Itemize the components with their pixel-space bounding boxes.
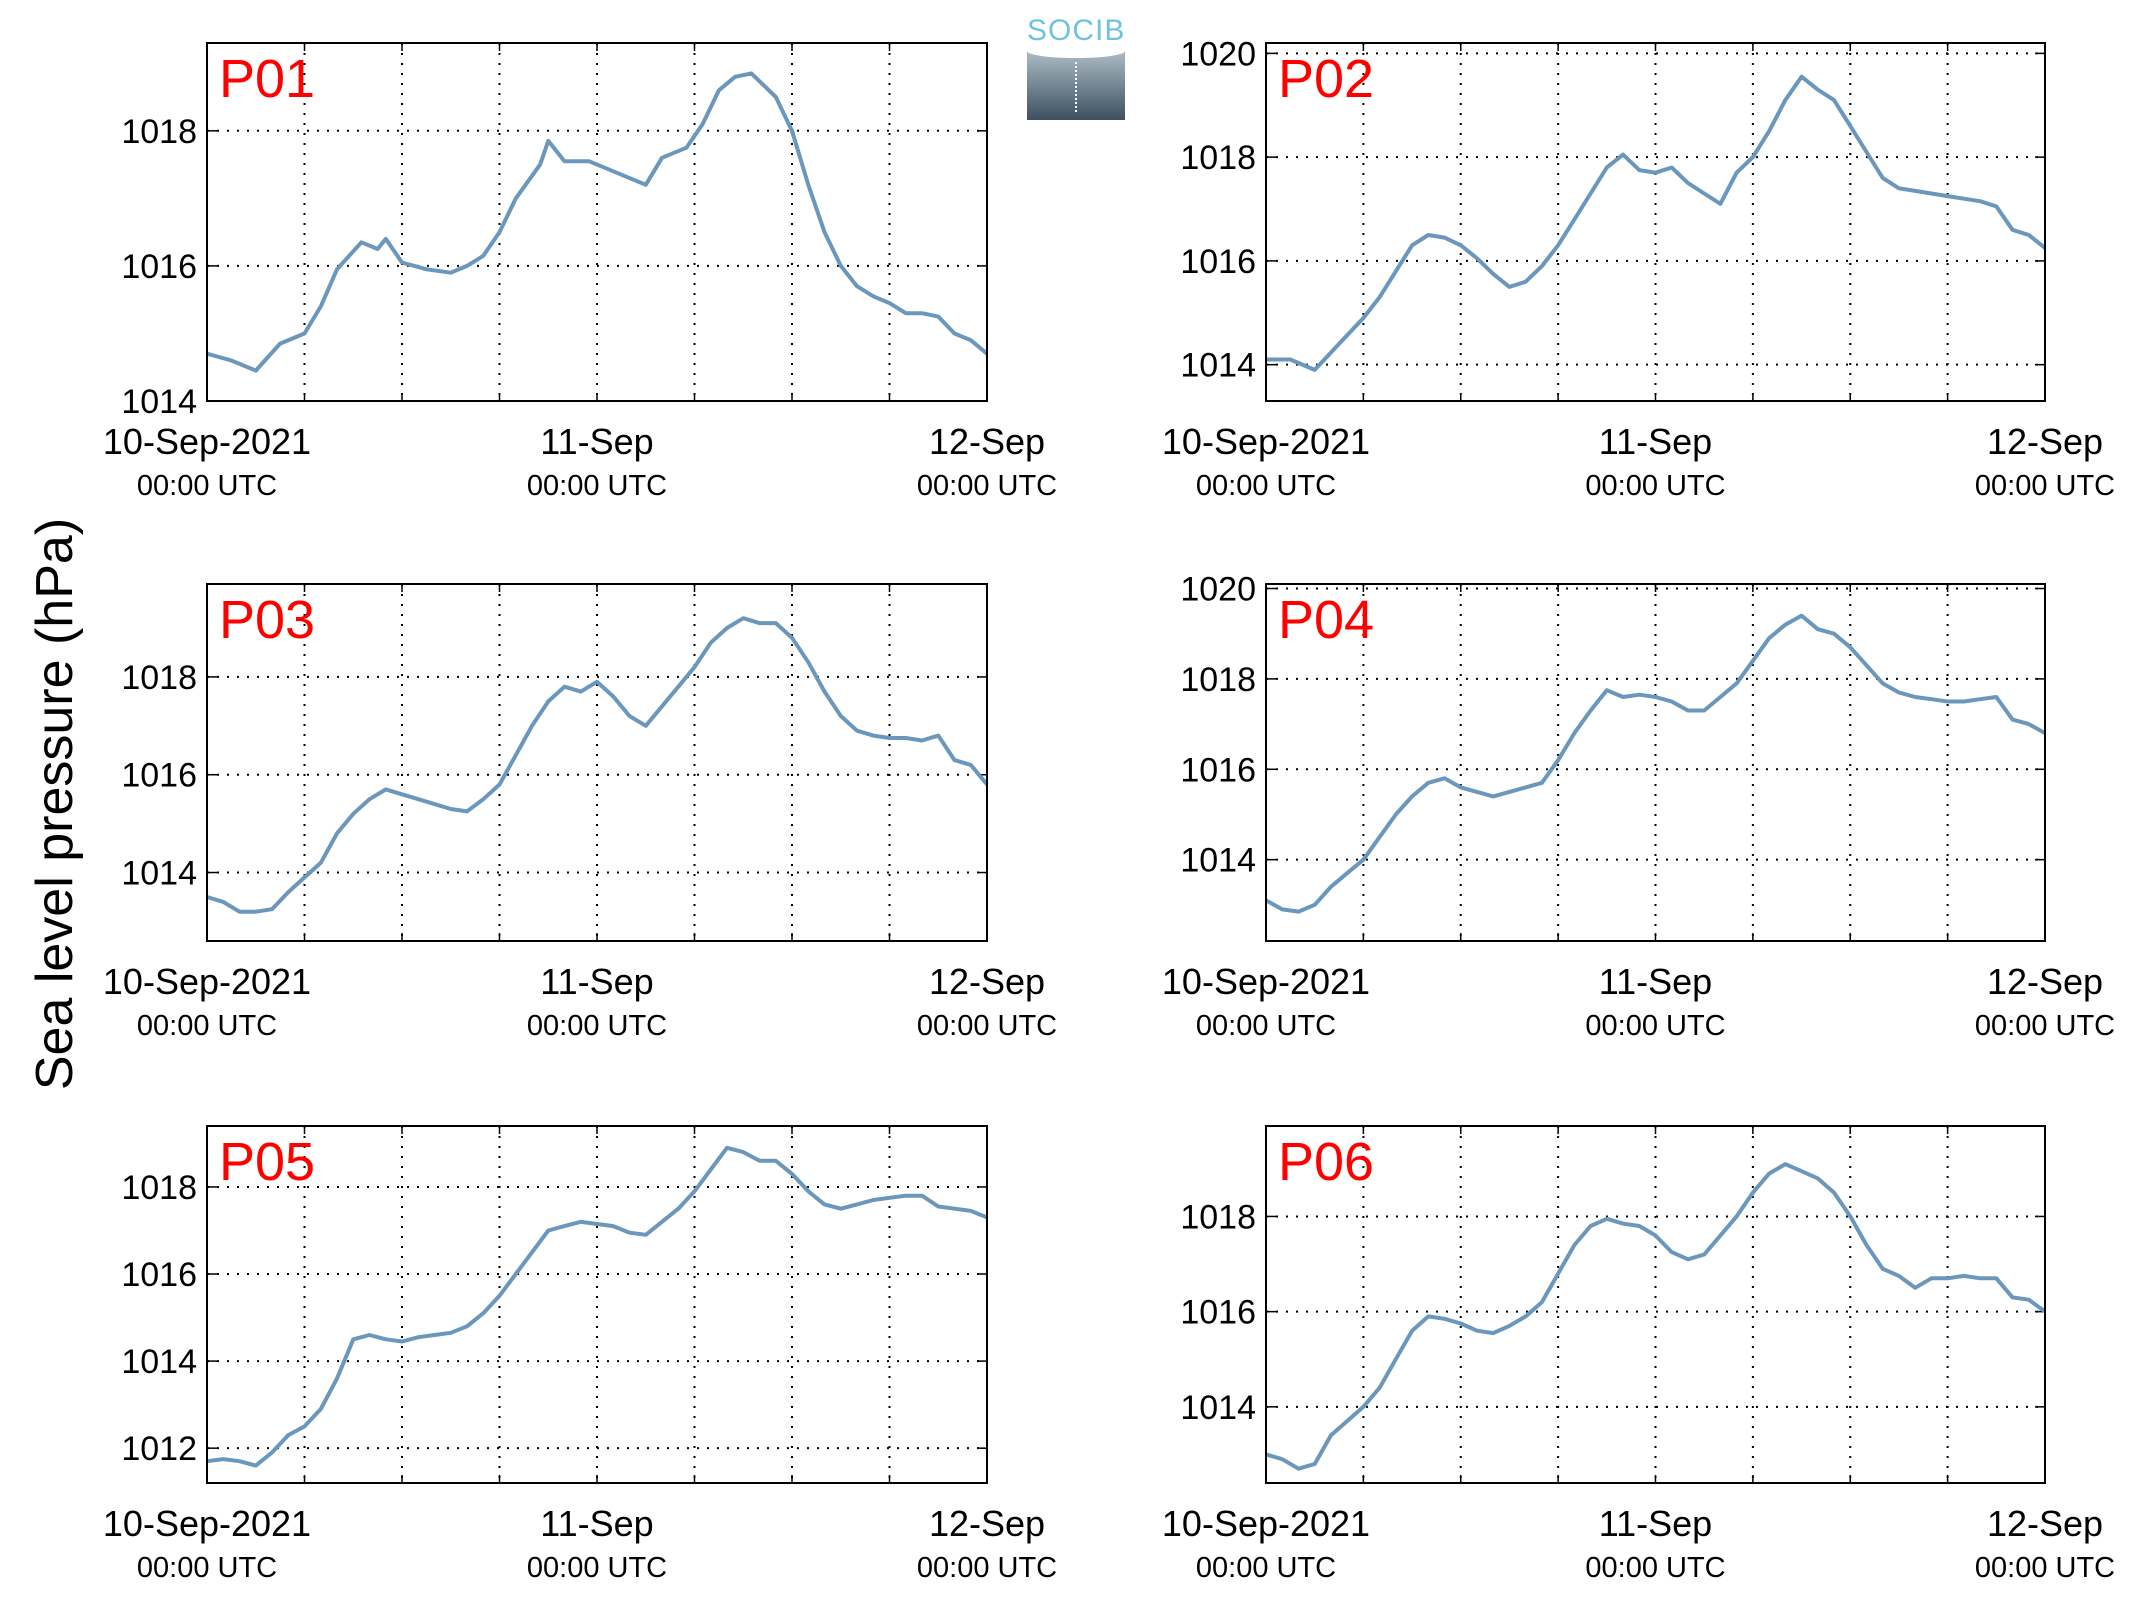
x-tick-sublabel: 00:00 UTC — [137, 1552, 277, 1584]
series-line — [1265, 613, 2046, 914]
x-tick-sublabel: 00:00 UTC — [1975, 470, 2115, 502]
x-tick-label: 11-Sep — [540, 961, 653, 1002]
panel-p06: 1014 1016 1018 10-Sep-2021 00:00 UTC 11-Sep 00… — [1162, 1125, 2115, 1584]
x-tick-sublabel: 00:00 UTC — [1196, 1010, 1336, 1042]
x-tick-sublabel: 00:00 UTC — [1585, 1552, 1725, 1584]
y-tick-label: 1018 — [1180, 661, 1256, 699]
x-tick-sublabel: 00:00 UTC — [917, 1010, 1057, 1042]
series-line — [206, 616, 989, 914]
x-tick-sublabel: 00:00 UTC — [527, 1552, 667, 1584]
x-tick-label: 11-Sep — [1599, 421, 1712, 462]
y-tick-label: 1020 — [1180, 571, 1256, 609]
axes-frame — [206, 583, 988, 942]
axes-frame — [206, 1125, 988, 1484]
x-tick-sublabel: 00:00 UTC — [1196, 1552, 1336, 1584]
x-tick-sublabel: 00:00 UTC — [527, 470, 667, 502]
y-tick-label: 1018 — [1180, 1198, 1256, 1236]
axes-frame — [1265, 42, 2046, 402]
y-tick-label: 1014 — [1180, 842, 1256, 880]
socib-logo: SOCIB — [1027, 14, 1125, 120]
y-tick-label: 1014 — [121, 1343, 197, 1381]
y-tick-label: 1016 — [1180, 751, 1256, 789]
y-tick-label: 1012 — [121, 1430, 197, 1468]
series-line — [206, 71, 989, 373]
y-tick-label: 1016 — [121, 248, 197, 286]
y-tick-label: 1018 — [121, 113, 197, 151]
panel-label: P04 — [1278, 590, 1374, 650]
x-tick-sublabel: 00:00 UTC — [1585, 1010, 1725, 1042]
panel-p02: 1014 1016 1018 1020 10-Sep-2021 00:00 UTC 11-S… — [1162, 35, 2115, 502]
x-tick-label: 11-Sep — [540, 1503, 653, 1544]
panel-label: P03 — [219, 590, 315, 650]
panel-p05: 1012 1014 1016 1018 10-Sep-2021 00:00 UTC 11-S… — [103, 1125, 1057, 1584]
y-tick-label: 1014 — [121, 855, 197, 893]
x-tick-sublabel: 00:00 UTC — [137, 1010, 277, 1042]
y-tick-label: 1018 — [1180, 139, 1256, 177]
series-line — [206, 1145, 988, 1468]
x-tick-label: 12-Sep — [1987, 421, 2103, 462]
panel-label: P02 — [1278, 49, 1374, 109]
panel-p01: 1014 1016 1018 10-Sep-2021 00:00 UTC 11-Sep 00… — [103, 42, 1057, 502]
y-tick-label: 1016 — [1180, 1294, 1256, 1332]
panel-label: P05 — [219, 1132, 315, 1192]
series-line — [1266, 74, 2047, 372]
x-tick-sublabel: 00:00 UTC — [527, 1010, 667, 1042]
axes-frame — [1265, 583, 2046, 942]
axes-frame — [1265, 1125, 2046, 1484]
x-tick-label: 11-Sep — [540, 421, 653, 462]
x-tick-label: 12-Sep — [929, 1503, 1045, 1544]
x-tick-label: 10-Sep-2021 — [1162, 961, 1370, 1002]
y-tick-label: 1016 — [1180, 243, 1256, 281]
y-tick-label: 1014 — [121, 383, 197, 421]
x-tick-sublabel: 00:00 UTC — [1975, 1552, 2115, 1584]
y-tick-label: 1020 — [1180, 35, 1256, 73]
x-tick-sublabel: 00:00 UTC — [1975, 1010, 2115, 1042]
logo-text: SOCIB — [1027, 14, 1126, 47]
x-tick-label: 10-Sep-2021 — [103, 421, 311, 462]
x-tick-sublabel: 00:00 UTC — [1196, 470, 1336, 502]
x-tick-sublabel: 00:00 UTC — [1585, 470, 1725, 502]
series-line — [1265, 1162, 2047, 1471]
y-tick-label: 1016 — [121, 757, 197, 795]
x-tick-label: 11-Sep — [1599, 961, 1712, 1002]
x-tick-label: 12-Sep — [1987, 961, 2103, 1002]
y-tick-label: 1018 — [121, 659, 197, 697]
panel-p04: 1014 1016 1018 1020 10-Sep-2021 00:00 UTC 11-S… — [1162, 571, 2115, 1042]
x-tick-label: 10-Sep-2021 — [1162, 1503, 1370, 1544]
x-tick-label: 10-Sep-2021 — [103, 961, 311, 1002]
x-tick-label: 12-Sep — [1987, 1503, 2103, 1544]
y-tick-label: 1016 — [121, 1256, 197, 1294]
logo-wave-band — [1027, 44, 1125, 58]
x-tick-sublabel: 00:00 UTC — [917, 470, 1057, 502]
x-tick-label: 12-Sep — [929, 421, 1045, 462]
y-tick-label: 1014 — [1180, 1389, 1256, 1427]
panel-label: P01 — [219, 49, 315, 109]
x-tick-label: 10-Sep-2021 — [1162, 421, 1370, 462]
x-tick-sublabel: 00:00 UTC — [137, 470, 277, 502]
axes-frame — [206, 42, 988, 402]
panel-label: P06 — [1278, 1132, 1374, 1192]
panel-p03: 1014 1016 1018 10-Sep-2021 00:00 UTC 11-Sep 00… — [103, 583, 1057, 1042]
x-tick-label: 12-Sep — [929, 961, 1045, 1002]
logo-dotted-line — [1075, 62, 1077, 112]
shared-y-axis-label: Sea level pressure (hPa) — [26, 517, 84, 1091]
x-tick-label: 10-Sep-2021 — [103, 1503, 311, 1544]
x-tick-sublabel: 00:00 UTC — [917, 1552, 1057, 1584]
y-tick-label: 1018 — [121, 1169, 197, 1207]
y-tick-label: 1014 — [1180, 347, 1256, 385]
x-tick-label: 11-Sep — [1599, 1503, 1712, 1544]
